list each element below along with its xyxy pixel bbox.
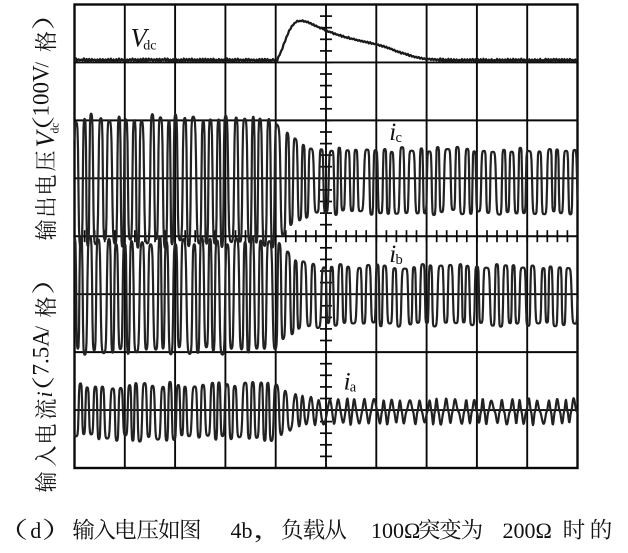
svg-text:/: / xyxy=(32,62,54,68)
svg-text:i: i xyxy=(389,119,396,146)
svg-text:c: c xyxy=(396,130,402,146)
svg-text:/: / xyxy=(32,326,54,332)
svg-text:V: V xyxy=(131,23,150,53)
svg-text:d: d xyxy=(30,518,41,543)
svg-text:a: a xyxy=(350,379,357,395)
svg-text:dc: dc xyxy=(50,123,62,134)
svg-text:200Ω: 200Ω xyxy=(503,518,552,543)
svg-text:dc: dc xyxy=(143,38,156,53)
svg-text:7.5A: 7.5A xyxy=(29,330,54,376)
svg-text:100V: 100V xyxy=(29,65,54,117)
svg-text:b: b xyxy=(396,252,403,268)
svg-text:i: i xyxy=(389,241,396,268)
svg-text:i: i xyxy=(344,369,351,396)
svg-text:4b: 4b xyxy=(231,518,253,543)
svg-text:i: i xyxy=(32,391,57,397)
svg-text:V: V xyxy=(31,129,60,148)
svg-text:100Ω: 100Ω xyxy=(371,518,420,543)
